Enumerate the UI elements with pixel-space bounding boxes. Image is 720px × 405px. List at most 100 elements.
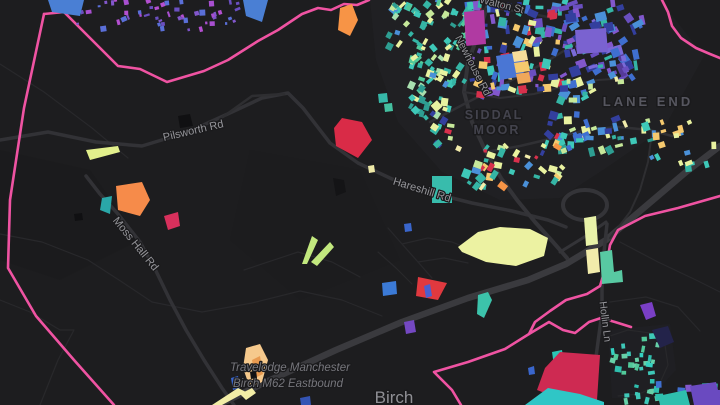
building (585, 135, 594, 141)
building (145, 0, 152, 5)
building (441, 10, 450, 19)
blue-small-mid (382, 281, 397, 296)
building (164, 0, 170, 6)
building (440, 97, 449, 107)
building (547, 120, 553, 127)
field-boundary-line (151, 290, 383, 317)
building (604, 144, 615, 156)
building (476, 48, 482, 54)
building (614, 365, 622, 373)
building (442, 80, 450, 89)
building (408, 94, 416, 102)
building (629, 137, 638, 145)
field-boundary-line (243, 251, 361, 278)
building (528, 62, 535, 70)
crimson-bottomright (537, 352, 600, 400)
building (561, 0, 569, 6)
building (647, 354, 652, 362)
building (660, 128, 667, 134)
building (423, 104, 430, 112)
building (673, 133, 680, 139)
building (515, 9, 523, 17)
building (711, 141, 717, 150)
place-label: MOOR (474, 123, 521, 137)
building (460, 167, 472, 180)
building (478, 182, 487, 191)
building (609, 0, 616, 8)
building (610, 47, 621, 59)
building (590, 125, 598, 132)
building (486, 162, 496, 173)
teal-elongated (477, 292, 492, 318)
building (538, 165, 548, 175)
building (544, 27, 553, 38)
building (466, 1, 474, 10)
building (461, 78, 468, 85)
building (422, 100, 431, 107)
building (568, 126, 577, 133)
building (500, 4, 505, 10)
big-pale-yellow (458, 227, 548, 266)
building (489, 13, 496, 25)
field-boundary-line (619, 241, 720, 293)
orange-parcel-top (338, 4, 358, 36)
building (606, 6, 614, 14)
building (486, 65, 496, 76)
building (445, 12, 450, 17)
building (477, 0, 483, 9)
building (110, 0, 115, 6)
building (621, 353, 628, 359)
building (391, 2, 399, 9)
building (558, 4, 570, 12)
building (504, 2, 512, 14)
building (436, 123, 443, 130)
building (474, 172, 487, 185)
building (455, 62, 465, 72)
teal-small-left (100, 196, 112, 214)
building (553, 27, 563, 35)
building (482, 87, 493, 97)
navy-blob-right (652, 326, 674, 348)
building (641, 336, 648, 342)
building (648, 388, 655, 394)
building (466, 180, 472, 186)
building (517, 1, 522, 10)
building (563, 116, 572, 125)
building (568, 97, 578, 103)
building (384, 41, 394, 52)
building (444, 43, 453, 51)
building (649, 154, 655, 161)
building (443, 0, 453, 6)
building (217, 9, 223, 15)
building (683, 149, 691, 156)
hollin-strip-2 (586, 248, 600, 274)
building (535, 83, 539, 88)
blue-parcel-topleft-b (243, 0, 268, 22)
hollin-strip-1 (584, 216, 598, 246)
building (486, 150, 496, 160)
building (604, 128, 613, 135)
blue-bottom-center (300, 396, 311, 405)
building (429, 122, 440, 132)
building (563, 49, 571, 58)
black-blob-field-1 (178, 114, 193, 128)
building (429, 65, 435, 72)
building (677, 159, 684, 167)
building (443, 36, 452, 46)
building (428, 43, 438, 53)
building (160, 1, 166, 8)
building (652, 132, 660, 141)
green-blade-2 (311, 242, 334, 266)
building (154, 6, 160, 11)
building (621, 343, 626, 349)
building (174, 7, 180, 12)
building (522, 180, 530, 188)
green-blade-1 (302, 236, 318, 264)
building (684, 159, 694, 167)
building (548, 164, 558, 174)
building (187, 28, 191, 32)
building (587, 146, 596, 157)
building (627, 362, 635, 368)
